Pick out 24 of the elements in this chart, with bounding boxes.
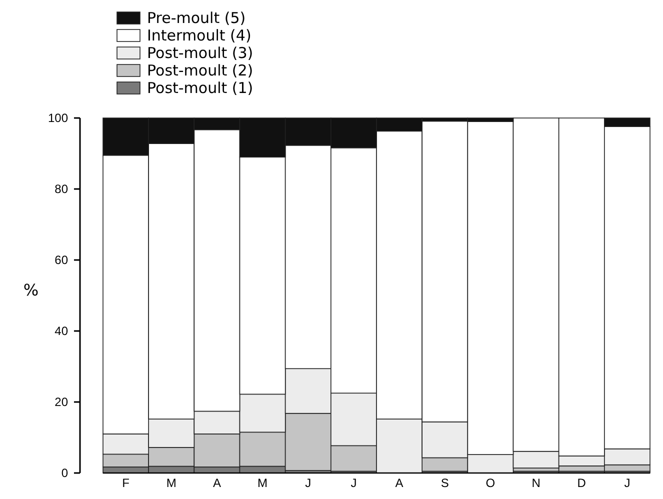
x-tick-label: A: [395, 476, 404, 490]
x-tick-label: M: [258, 476, 268, 490]
legend-label: Intermoult (4): [147, 26, 252, 44]
x-tick-label: J: [350, 476, 357, 490]
x-tick-label: J: [624, 476, 630, 490]
x-tick-label: O: [486, 476, 496, 490]
x-tick-label: N: [532, 476, 540, 490]
x-tick-label: J: [305, 476, 312, 490]
x-tick-label: D: [577, 476, 586, 490]
legend-label: Pre-moult (5): [147, 9, 246, 27]
y-tick-label: 100: [48, 110, 68, 125]
x-tick-label: A: [212, 476, 221, 490]
legend-label: Post-moult (1): [147, 79, 254, 97]
y-tick-label: 20: [54, 394, 68, 409]
x-tick-label: F: [122, 476, 130, 490]
y-tick-label: 0: [61, 466, 68, 480]
legend-label: Post-moult (3): [147, 44, 254, 62]
x-tick-label: S: [440, 476, 449, 490]
y-tick-label: 40: [54, 324, 68, 338]
y-tick-label: 80: [54, 182, 68, 196]
x-tick-label: M: [166, 476, 176, 490]
legend-label: Post-moult (2): [147, 62, 254, 80]
y-axis-title: %: [23, 280, 39, 300]
y-tick-label: 60: [54, 252, 68, 267]
